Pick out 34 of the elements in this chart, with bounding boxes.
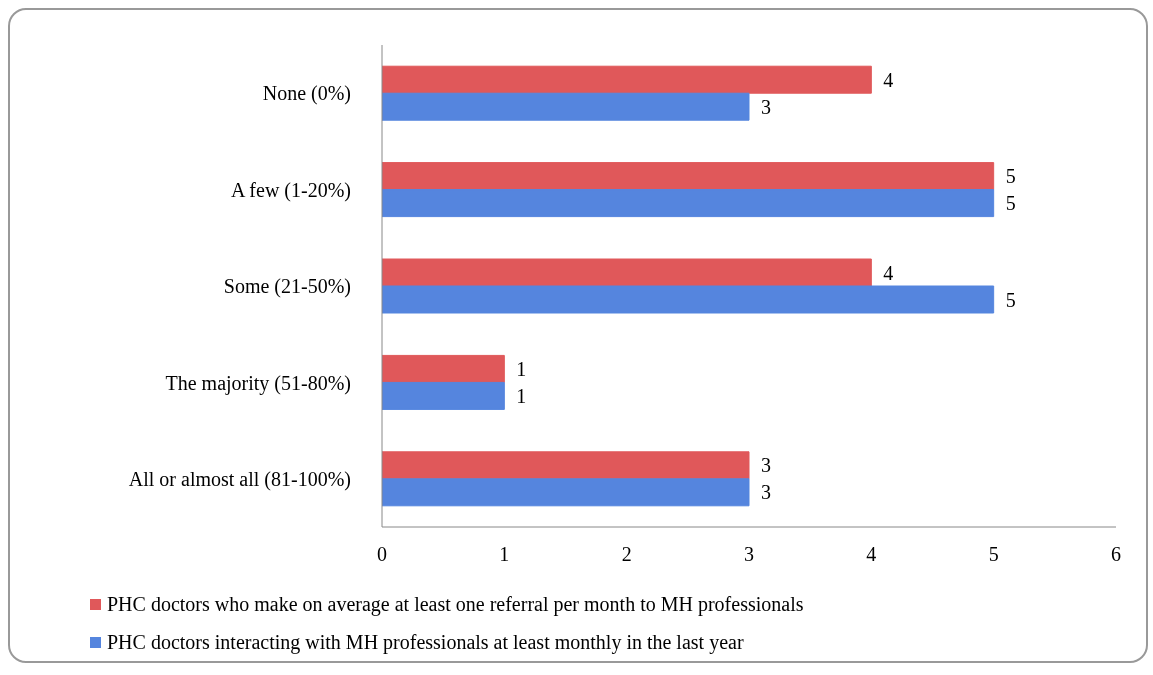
y-tick-label: All or almost all (81-100%) — [128, 467, 351, 491]
x-tick-label: 0 — [377, 543, 387, 566]
data-label: 5 — [1005, 165, 1016, 188]
bar — [382, 451, 750, 480]
data-label: 4 — [883, 68, 894, 91]
bar — [382, 92, 750, 121]
x-tick-label: 4 — [866, 543, 877, 566]
data-label: 3 — [761, 95, 771, 118]
bar — [382, 381, 505, 410]
x-tick-label: 3 — [744, 543, 754, 566]
data-label: 4 — [883, 261, 894, 284]
bar — [382, 285, 995, 314]
data-label: 3 — [761, 481, 771, 504]
y-tick-label: The majority (51-80%) — [165, 371, 351, 395]
y-tick-label: Some (21-50%) — [223, 275, 351, 299]
y-tick-label: A few (1-20%) — [231, 178, 351, 202]
data-label: 5 — [1005, 288, 1016, 311]
data-label: 1 — [516, 385, 527, 408]
data-label: 5 — [1005, 192, 1016, 215]
bar — [382, 354, 505, 383]
x-tick-label: 6 — [1111, 543, 1121, 566]
data-label: 1 — [516, 358, 527, 381]
legend-label: PHC doctors interacting with MH professionals at least monthly in the last year — [107, 630, 744, 654]
x-tick-label: 1 — [499, 543, 510, 566]
y-tick-label: None (0%) — [262, 82, 351, 106]
legend-label: PHC doctors who make on average at least one referral per month to MH professionals — [107, 592, 804, 616]
bar — [382, 189, 995, 218]
bar — [382, 162, 995, 191]
bar — [382, 258, 872, 287]
bar — [382, 65, 872, 94]
bar — [382, 478, 750, 507]
x-tick-label: 2 — [621, 543, 632, 566]
data-label: 3 — [761, 454, 771, 477]
x-tick-label: 5 — [988, 543, 999, 566]
